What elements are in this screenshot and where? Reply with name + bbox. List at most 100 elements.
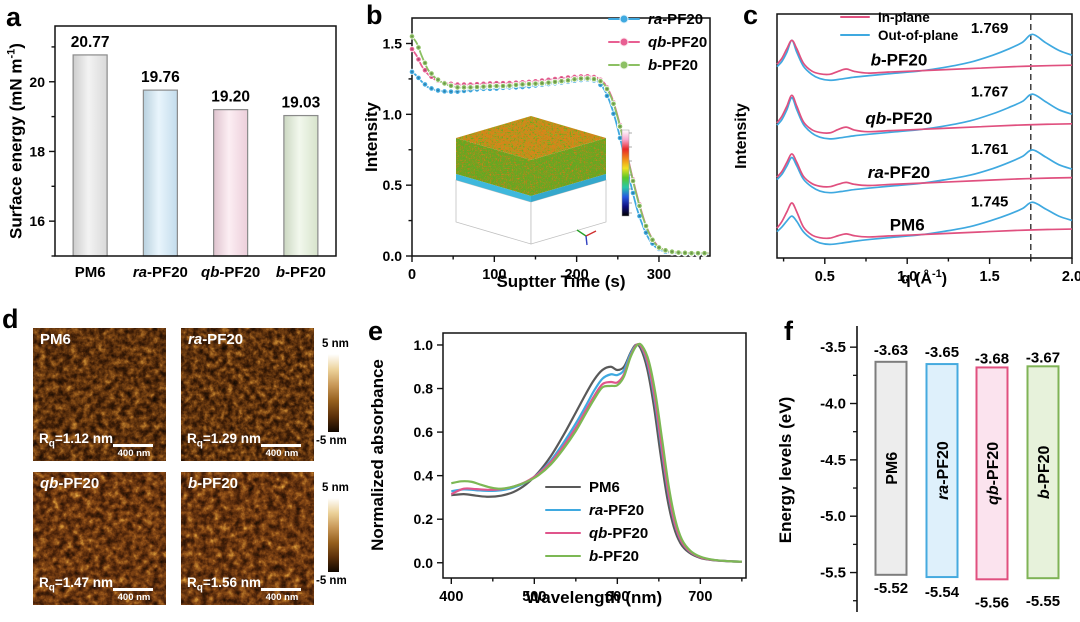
roughness-value: Rq=1.29 nm <box>187 431 262 450</box>
svg-text:1.761: 1.761 <box>971 141 1009 158</box>
panel-b-depth-profile: b Intensity Suptter Time (s) 0.0 0.5 1.0 1.… <box>358 0 715 300</box>
panel-label-e: e <box>368 316 384 346</box>
colorbar-min-label: -5 nm <box>316 575 347 587</box>
svg-text:1.767: 1.767 <box>971 84 1009 101</box>
y-axis-title-surface-energy: Surface energy (mN m-1) <box>6 43 27 239</box>
svg-text:1.0: 1.0 <box>383 106 403 122</box>
svg-text:qb-PF20: qb-PF20 <box>201 264 260 281</box>
svg-text:-4.0: -4.0 <box>820 396 846 413</box>
afm-image-b-pf20: b-PF20 Rq=1.56 nm 400 nm <box>181 472 314 605</box>
svg-text:0.8: 0.8 <box>414 381 434 397</box>
svg-text:400: 400 <box>439 589 463 605</box>
svg-text:b-PF20: b-PF20 <box>1036 445 1053 498</box>
x-axis-title-wavelength: Wavelength (nm) <box>525 588 663 607</box>
svg-text:500: 500 <box>522 589 546 605</box>
svg-text:1.745: 1.745 <box>971 194 1009 211</box>
cube-interface-band <box>531 174 606 202</box>
svg-text:ra-PF20: ra-PF20 <box>868 163 930 182</box>
y-axis-title-energy-levels: Energy levels (eV) <box>776 396 795 544</box>
legend-marker <box>840 33 870 37</box>
afm-image-pm6: PM6 Rq=1.12 nm 400 nm <box>33 328 166 461</box>
scale-bar-label: 400 nm <box>265 592 299 603</box>
legend-item-b-pf20: b-PF20 <box>545 547 639 565</box>
afm-topography <box>33 472 166 605</box>
svg-text:-3.68: -3.68 <box>975 350 1009 367</box>
svg-text:19.03: 19.03 <box>281 95 320 112</box>
svg-text:b-PF20: b-PF20 <box>871 50 928 69</box>
svg-text:-5.54: -5.54 <box>925 584 960 601</box>
giwaxs-linecut-chart: 0.5 1.0 1.5 2.0 1.769 b-PF20 1.767 qb-PF20 1.761… <box>776 13 1080 285</box>
legend-label: In-plane <box>878 9 930 25</box>
panel-d-afm-images: d PM6 Rq=1.12 nm 400 nm ra-PF20 Rq=1.29 … <box>0 300 358 622</box>
height-colorbar <box>328 498 339 572</box>
svg-text:0.0: 0.0 <box>383 248 403 264</box>
afm-sample-name: PM6 <box>40 331 71 348</box>
svg-text:-3.63: -3.63 <box>874 342 908 359</box>
panel-label-f: f <box>784 316 793 346</box>
panel-f-energy-levels: f Energy levels (eV) -3.5 -4.0 -4.5 -5.0 -5.… <box>760 300 1080 622</box>
svg-text:1.0: 1.0 <box>414 337 434 353</box>
legend-label: b-PF20 <box>589 547 640 565</box>
legend-marker <box>608 14 640 24</box>
svg-text:19.20: 19.20 <box>211 89 250 106</box>
cube-wireframe <box>455 179 607 245</box>
depth-profile-line-chart: 0.0 0.5 1.0 1.5 0 100 200 300 <box>383 17 711 283</box>
svg-text:PM6: PM6 <box>75 264 106 281</box>
svg-text:PM6: PM6 <box>890 215 925 234</box>
afm-sample-name: qb-PF20 <box>40 475 100 492</box>
y-axis-title-intensity: Intensity <box>362 102 381 172</box>
svg-text:1.5: 1.5 <box>383 36 403 52</box>
scale-bar <box>261 444 301 447</box>
y-axis-title-intensity: Intensity <box>733 103 750 169</box>
svg-text:2.0: 2.0 <box>1062 269 1080 285</box>
axis-title-sup: -1 <box>932 268 942 280</box>
panel-a-surface-energy: a Surface energy (mN m-1) 20.77 PM6 19.76 r… <box>0 0 352 300</box>
svg-text:-3.67: -3.67 <box>1026 349 1060 366</box>
inset-colorbar-ticks <box>629 132 632 214</box>
x-axis-title-sputter-time: Suptter Time (s) <box>496 272 626 291</box>
colorbar-max-label: 5 nm <box>322 482 349 494</box>
scale-bar-label: 400 nm <box>117 592 151 603</box>
scale-bar-label: 400 nm <box>117 448 151 459</box>
afm-sample-name: ra-PF20 <box>188 331 244 348</box>
panel-e-absorbance: e Normalized absorbance Wavelength (nm) … <box>358 300 760 622</box>
cube-interface-band <box>456 174 531 202</box>
inset-colorbar <box>621 129 630 217</box>
svg-text:-3.5: -3.5 <box>820 339 846 356</box>
afm-image-qb-pf20: qb-PF20 Rq=1.47 nm 400 nm <box>33 472 166 605</box>
legend-marker <box>608 60 640 70</box>
legend-marker <box>840 15 870 19</box>
legend-item-in-plane: In-plane <box>840 8 930 26</box>
svg-text:0.6: 0.6 <box>414 424 434 440</box>
svg-text:-3.65: -3.65 <box>925 344 959 361</box>
svg-text:20: 20 <box>29 74 45 90</box>
legend-bead <box>619 14 629 24</box>
svg-text:ra-PF20: ra-PF20 <box>935 441 952 500</box>
roughness-value: Rq=1.56 nm <box>187 575 262 594</box>
legend-item-qb-pf20: qb-PF20 <box>608 33 707 51</box>
svg-text:0.5: 0.5 <box>815 269 835 285</box>
panel-label-b: b <box>366 0 383 30</box>
height-colorbar <box>328 354 339 432</box>
x-axis-title-q: q (Å-1) <box>901 268 947 288</box>
svg-text:18: 18 <box>29 143 45 159</box>
axes-triad-icon <box>576 229 597 246</box>
svg-text:300: 300 <box>647 267 671 283</box>
legend-marker <box>545 508 581 512</box>
legend-marker <box>545 531 581 535</box>
svg-text:0: 0 <box>408 267 416 283</box>
panel-label-c: c <box>743 0 759 30</box>
legend-item-qb-pf20: qb-PF20 <box>545 524 648 542</box>
legend-marker <box>608 37 640 47</box>
panel-label-d: d <box>2 304 19 334</box>
svg-text:b-PF20: b-PF20 <box>276 264 326 281</box>
axis-title-sup: -1 <box>5 48 18 59</box>
legend-label: ra-PF20 <box>648 10 704 28</box>
svg-text:1.5: 1.5 <box>980 269 1000 285</box>
surface-energy-bar-chart: 20.77 PM6 19.76 ra-PF20 19.20 qb-PF20 19.03 b-P… <box>29 25 337 281</box>
roughness-value: Rq=1.12 nm <box>39 431 114 450</box>
svg-text:-5.0: -5.0 <box>820 508 846 525</box>
svg-text:1.0: 1.0 <box>897 269 917 285</box>
svg-text:-5.52: -5.52 <box>874 580 908 597</box>
legend-item-out-of-plane: Out-of-plane <box>840 26 958 44</box>
